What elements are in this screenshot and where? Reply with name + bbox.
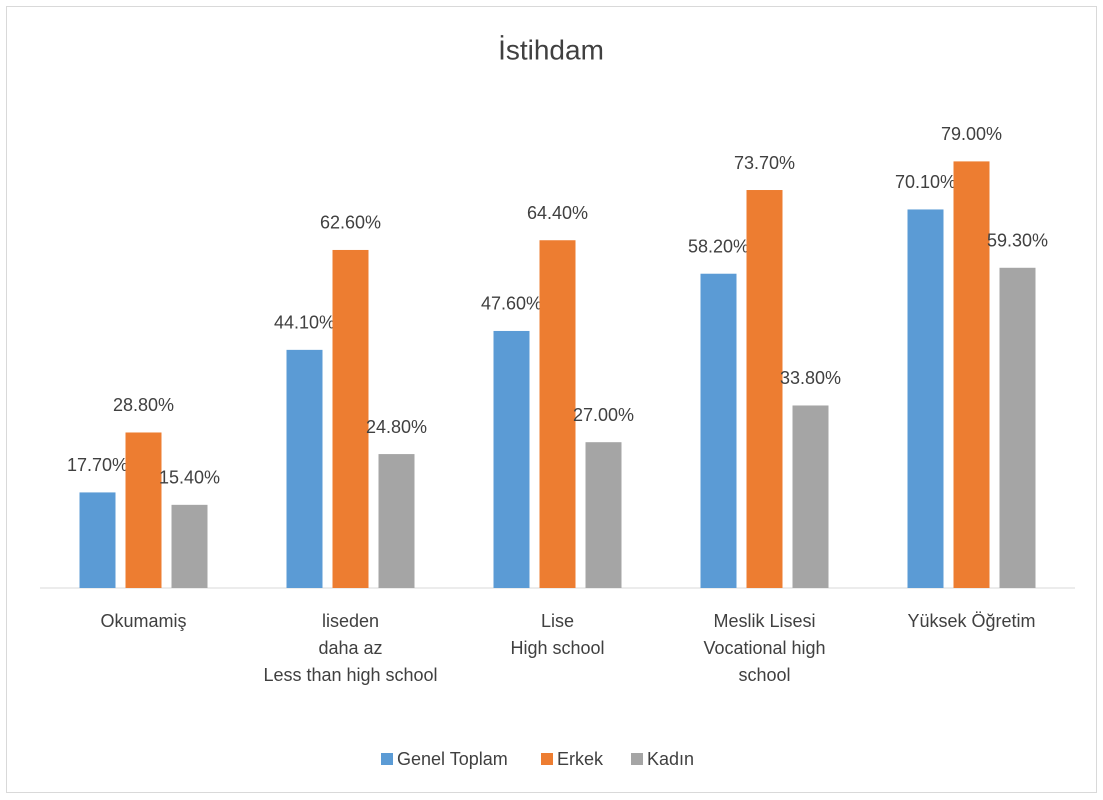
x-tick-label: Meslik Lisesi bbox=[713, 611, 815, 631]
bar bbox=[746, 190, 783, 588]
legend-swatch bbox=[541, 753, 553, 765]
legend-swatch bbox=[381, 753, 393, 765]
x-tick-label: daha az bbox=[318, 638, 382, 658]
data-label: 70.10% bbox=[895, 172, 956, 192]
data-label: 33.80% bbox=[780, 368, 841, 388]
bar bbox=[378, 454, 415, 588]
x-tick-label: school bbox=[738, 665, 790, 685]
data-label: 58.20% bbox=[688, 236, 749, 256]
data-label: 79.00% bbox=[941, 124, 1002, 144]
data-label: 17.70% bbox=[67, 455, 128, 475]
bar bbox=[585, 442, 622, 588]
x-tick-label: Okumamiş bbox=[100, 611, 186, 631]
data-label: 27.00% bbox=[573, 405, 634, 425]
legend-label: Genel Toplam bbox=[397, 749, 508, 769]
bar bbox=[171, 504, 208, 588]
bar bbox=[332, 249, 369, 588]
data-label: 64.40% bbox=[527, 203, 588, 223]
x-tick-label: Less than high school bbox=[263, 665, 437, 685]
data-label: 73.70% bbox=[734, 153, 795, 173]
data-label: 59.30% bbox=[987, 231, 1048, 251]
data-label: 47.60% bbox=[481, 294, 542, 314]
x-tick-label: Lise bbox=[541, 611, 574, 631]
bar bbox=[953, 161, 990, 588]
bar bbox=[493, 330, 530, 588]
data-label: 24.80% bbox=[366, 417, 427, 437]
chart-title: İstihdam bbox=[498, 34, 604, 65]
x-tick-label: Yüksek Öğretim bbox=[907, 611, 1035, 631]
data-label: 62.60% bbox=[320, 213, 381, 233]
bar bbox=[792, 405, 829, 588]
bar bbox=[79, 492, 116, 588]
data-label: 44.10% bbox=[274, 313, 335, 333]
bar bbox=[700, 273, 737, 588]
bar bbox=[286, 349, 323, 588]
bar bbox=[999, 267, 1036, 588]
x-tick-label: liseden bbox=[322, 611, 379, 631]
bar bbox=[539, 240, 576, 589]
legend-label: Erkek bbox=[557, 749, 604, 769]
data-label: 28.80% bbox=[113, 395, 174, 415]
x-tick-label: Vocational high bbox=[703, 638, 825, 658]
legend-swatch bbox=[631, 753, 643, 765]
data-label: 15.40% bbox=[159, 468, 220, 488]
bar bbox=[907, 209, 944, 588]
bar bbox=[125, 432, 162, 588]
x-tick-label: High school bbox=[510, 638, 604, 658]
legend-label: Kadın bbox=[647, 749, 694, 769]
